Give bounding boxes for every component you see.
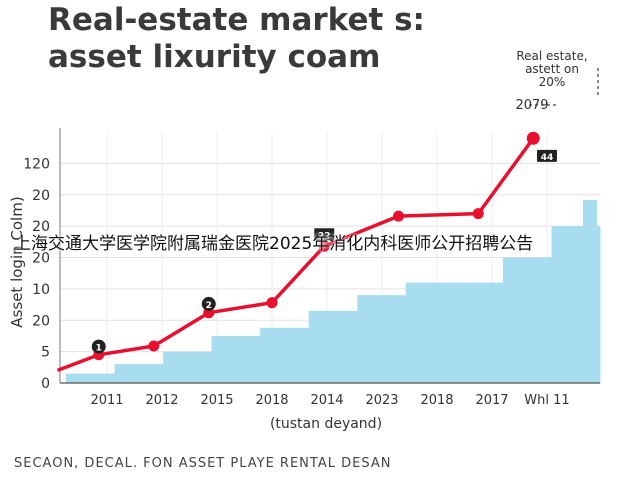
bar	[260, 327, 310, 383]
marker-label: 2	[206, 301, 212, 311]
x-tick-label: 2018	[255, 393, 288, 408]
marker-badge	[537, 149, 557, 162]
annotation-line: Real estate,	[516, 49, 587, 63]
data-point	[266, 297, 278, 309]
marker-badge	[314, 228, 335, 241]
overlay-banner-text: 上海交通大学医学院附属瑞金医院2025年消化内科医师公开招聘公告	[14, 234, 534, 254]
chart-title-line-2: asset lixurity coam	[48, 39, 381, 75]
marker-label: 22	[318, 231, 331, 241]
bar	[211, 335, 261, 383]
bar	[357, 295, 407, 383]
bar	[308, 310, 358, 383]
chart-title: Real-estate market s: asset lixurity coa…	[48, 2, 608, 76]
annotation-line: 20%	[539, 75, 566, 89]
y-tick-label: 20	[32, 219, 50, 235]
bar	[502, 257, 552, 383]
y-tick-label: 20	[32, 188, 50, 204]
x-tick-label: Whl 11	[524, 393, 569, 408]
marker-badge	[91, 339, 106, 354]
y-tick-label: 0	[41, 376, 50, 392]
y-tick-label: 120	[23, 156, 50, 172]
data-point	[472, 208, 484, 220]
bar	[583, 200, 597, 383]
bar	[454, 282, 504, 383]
x-axis-label: (tustan deyand)	[270, 416, 382, 432]
x-tick-label: 2011	[90, 393, 123, 408]
bar	[405, 282, 455, 383]
bar	[163, 351, 213, 383]
x-tick-label: 2023	[365, 393, 398, 408]
bar	[114, 364, 164, 383]
data-point	[526, 131, 540, 145]
data-point	[393, 210, 404, 222]
chart-title-line-1: Real-estate market s:	[48, 2, 425, 38]
marker-label: 1	[96, 344, 102, 354]
chart-footer: SECAON, DECAL. FON ASSET PLAYE RENTAL DE…	[14, 456, 392, 471]
marker-badge	[201, 296, 216, 311]
x-tick-label: 2017	[475, 393, 508, 408]
annotation-line: astett on	[525, 62, 579, 76]
y-tick-label: 5	[41, 345, 50, 361]
x-tick-label: 2015	[200, 393, 233, 408]
x-tick-label: 2012	[145, 393, 178, 408]
y-tick-label: 10	[32, 282, 50, 298]
x-tick-label: 2014	[310, 393, 343, 408]
data-point	[148, 340, 160, 352]
data-point	[318, 240, 330, 252]
y-tick-label: 20	[32, 251, 50, 267]
marker-label: 44	[541, 153, 554, 163]
bar	[66, 373, 116, 383]
y-tick-label: 20	[32, 313, 50, 329]
x-tick-label: 2018	[420, 393, 453, 408]
y-axis-label: Asset login Colm)	[8, 196, 26, 327]
